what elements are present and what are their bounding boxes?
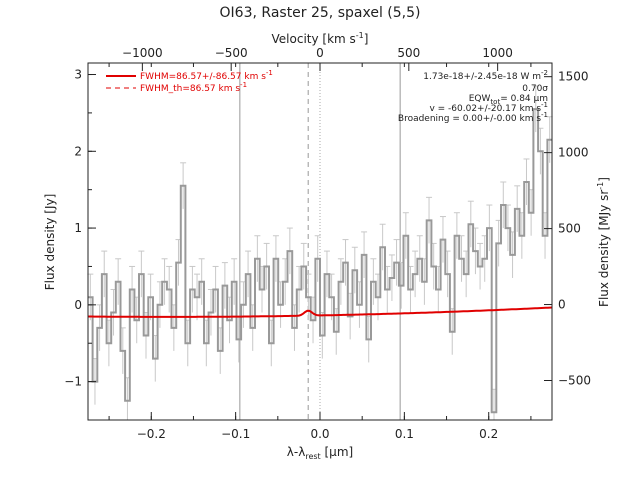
x-tick-label: 0.0: [310, 427, 329, 441]
x2-tick-label: 500: [397, 46, 420, 60]
y2-tick-label: 1000: [558, 146, 589, 160]
x-tick-label: −0.1: [221, 427, 250, 441]
x-tick-label: 0.2: [479, 427, 498, 441]
y2-tick-label: 500: [558, 222, 581, 236]
spectrum-line: [88, 108, 552, 414]
x-tick-label: 0.1: [395, 427, 414, 441]
top-axis-label: Velocity [km s-1]: [272, 31, 369, 46]
annotation-eqw: EQWtot= 0.84 μm: [469, 94, 548, 106]
x-tick-label: −0.2: [137, 427, 166, 441]
x-axis-label: λ-λrest [μm]: [287, 445, 353, 461]
annotation-flux: 1.73e-18+/-2.45e-18 W m-2: [423, 69, 548, 82]
axes-ticks: −0.2 −0.1 0.0 0.1 0.2 −1000 −500 0 500 1000 −1 0 1 2 3…: [64, 46, 591, 441]
y-axis-label: Flux density [Jy]: [43, 194, 57, 291]
reference-lines: [239, 63, 401, 420]
annotation-velocity: v = -60.02+/-20.17 km s-1: [429, 101, 548, 114]
y2-axis-label: Flux density [MJy sr-1]: [596, 177, 611, 307]
x2-tick-label: −1000: [122, 46, 163, 60]
data-series: [88, 108, 552, 414]
chart-title: OI63, Raster 25, spaxel (5,5): [220, 5, 421, 21]
y-tick-label: 3: [74, 68, 82, 82]
fit-line: [88, 306, 553, 318]
legend-label-fwhm: FWHM=86.57+/-86.57 km s-1: [140, 69, 273, 82]
x2-tick-label: −500: [215, 46, 248, 60]
fit-series: [88, 306, 553, 318]
y-tick-label: 2: [74, 144, 82, 158]
y2-tick-label: −500: [558, 374, 591, 388]
y2-tick-label: 1500: [558, 70, 589, 84]
y-tick-label: −1: [64, 375, 82, 389]
x2-tick-label: 1000: [482, 46, 513, 60]
fit-annotations: 1.73e-18+/-2.45e-18 W m-2 0.70σ EQWtot= …: [398, 69, 548, 124]
y2-tick-label: 0: [558, 298, 566, 312]
y-tick-label: 0: [74, 298, 82, 312]
x2-tick-label: 0: [316, 46, 324, 60]
annotation-sigma: 0.70σ: [522, 84, 548, 94]
legend-label-fwhm-th: FWHM_th=86.57 km s-1: [140, 81, 247, 94]
legend: FWHM=86.57+/-86.57 km s-1 FWHM_th=86.57 …: [106, 69, 273, 94]
annotation-broadening: Broadening = 0.00+/-0.00 km s-1: [398, 111, 548, 124]
y-tick-label: 1: [74, 221, 82, 235]
